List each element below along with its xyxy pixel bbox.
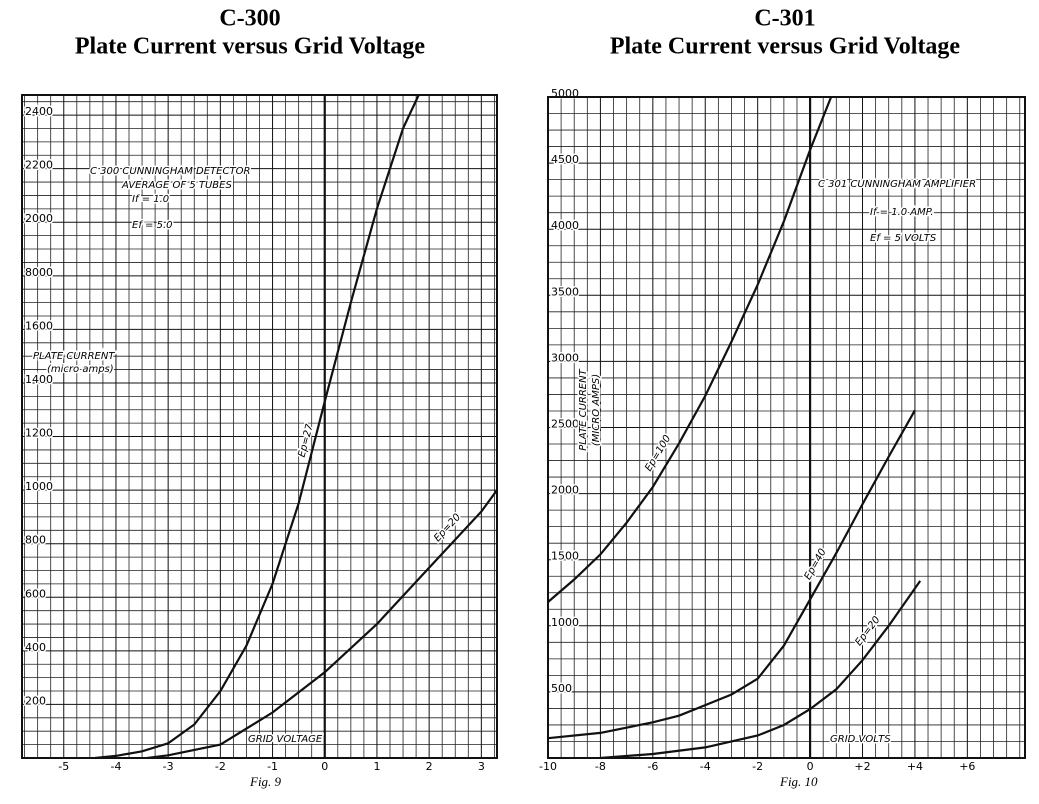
x-tick-label: -10 (539, 760, 557, 773)
x-tick-label: -1 (267, 760, 278, 773)
y-tick-label: 8000 (25, 266, 53, 279)
y-tick-label: 4000 (551, 219, 579, 232)
y-tick-label: 200 (25, 694, 46, 707)
y-tick-label: 5000 (551, 87, 579, 100)
x-tick-label: -4 (700, 760, 711, 773)
x-tick-label: 0 (321, 760, 328, 773)
figure-label: Fig. 10 (779, 774, 818, 789)
annotation: If = 1.0 AMP. (870, 207, 934, 218)
y-tick-label: 500 (551, 682, 572, 695)
y-tick-label: 2400 (25, 105, 53, 118)
x-tick-label: -3 (163, 760, 174, 773)
x-tick-label: +4 (907, 760, 923, 773)
x-tick-label: -2 (215, 760, 226, 773)
y-tick-label: 1500 (551, 550, 579, 563)
x-tick-label: -4 (110, 760, 121, 773)
annotation: Ef = 5.0 (132, 220, 172, 231)
series-line (547, 96, 833, 603)
x-tick-label: -8 (595, 760, 606, 773)
annotation: AVERAGE OF 5 TUBES (121, 180, 232, 191)
series-line (147, 489, 498, 760)
y-axis-unit: (MICRO AMPS) (591, 374, 602, 446)
x-tick-label: +2 (854, 760, 870, 773)
x-axis-label: GRID VOLTAGE (248, 734, 323, 745)
y-tick-label: 4500 (551, 153, 579, 166)
y-tick-label: 2200 (25, 159, 53, 172)
series-line (547, 409, 916, 740)
y-tick-label: 400 (25, 641, 46, 654)
x-tick-label: 2 (426, 760, 433, 773)
y-tick-label: 800 (25, 534, 46, 547)
y-tick-label: 2000 (551, 484, 579, 497)
y-tick-label: 1000 (25, 480, 53, 493)
x-tick-label: 3 (478, 760, 485, 773)
x-tick-label: -6 (647, 760, 658, 773)
y-axis-unit: (micro amps) (47, 364, 114, 375)
y-tick-label: 1000 (551, 616, 579, 629)
annotation: Ef = 5 VOLTS (870, 233, 937, 244)
y-tick-label: 3000 (551, 351, 579, 364)
x-tick-label: +6 (959, 760, 975, 773)
y-tick-label: 600 (25, 587, 46, 600)
series-line (600, 580, 922, 760)
y-tick-label: 2500 (551, 418, 579, 431)
chart-subtitle: Plate Current versus Grid Voltage (75, 34, 426, 60)
plot-frame (21, 94, 498, 759)
chart-title: C-300 (219, 6, 280, 32)
y-tick-label: 1400 (25, 373, 53, 386)
chart-title: C-301 (754, 6, 815, 32)
y-tick-label: 1200 (25, 427, 53, 440)
figure-label: Fig. 9 (249, 774, 282, 789)
chart-subtitle: Plate Current versus Grid Voltage (610, 34, 961, 60)
annotation: C 300 CUNNINGHAM DETECTOR (90, 166, 250, 177)
y-axis-label: PLATE CURRENT (33, 351, 115, 362)
x-tick-label: -2 (752, 760, 763, 773)
y-tick-label: 1600 (25, 319, 53, 332)
y-tick-label: 3500 (551, 285, 579, 298)
x-tick-label: -5 (58, 760, 69, 773)
annotation: C 301 CUNNINGHAM AMPLIFIER (818, 179, 976, 190)
y-tick-label: 2000 (25, 212, 53, 225)
plot-frame (547, 96, 1026, 759)
y-axis-label: PLATE CURRENT (578, 368, 589, 450)
x-tick-label: 1 (373, 760, 380, 773)
x-axis-label: GRID VOLTS (830, 734, 891, 745)
x-tick-label: 0 (807, 760, 814, 773)
series-line (94, 94, 420, 760)
annotation: If = 1.0 (132, 194, 169, 205)
